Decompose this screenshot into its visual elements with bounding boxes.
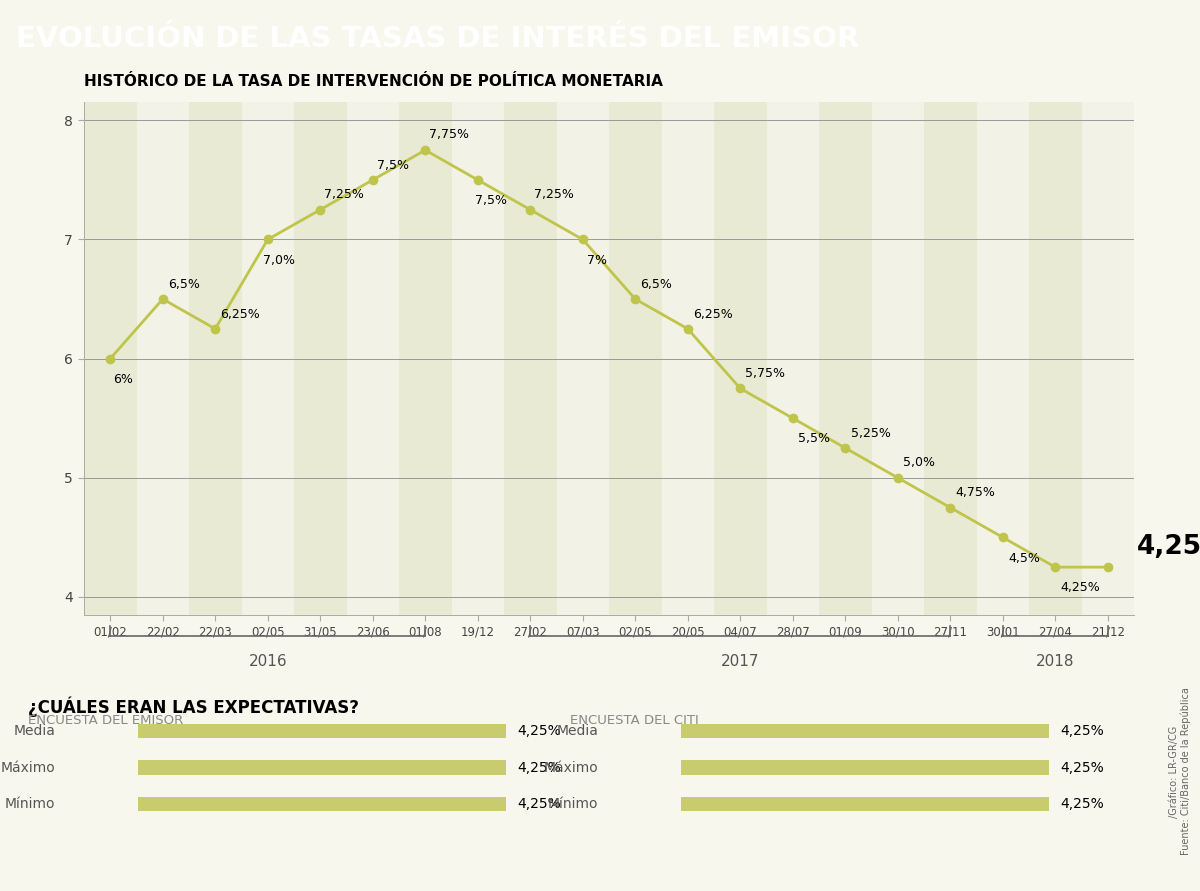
Text: 2018: 2018	[1036, 654, 1074, 669]
Text: 4,5%: 4,5%	[1008, 552, 1040, 565]
Bar	[1030, 102, 1081, 615]
Text: HISTÓRICO DE LA TASA DE INTERVENCIÓN DE POLÍTICA MONETARIA: HISTÓRICO DE LA TASA DE INTERVENCIÓN DE …	[84, 74, 662, 89]
Text: 5,5%: 5,5%	[798, 432, 830, 446]
Bar	[661, 102, 714, 615]
Bar	[451, 102, 504, 615]
Bar	[680, 760, 1049, 775]
Text: 5,75%: 5,75%	[745, 367, 786, 380]
Bar	[347, 102, 398, 615]
Text: ENCUESTA DEL CITI: ENCUESTA DEL CITI	[570, 714, 700, 726]
Bar	[871, 102, 924, 615]
Bar	[714, 102, 767, 615]
Text: 2017: 2017	[721, 654, 760, 669]
Bar	[610, 102, 661, 615]
Text: Mínimo: Mínimo	[5, 797, 55, 811]
Bar	[767, 102, 818, 615]
Text: ¿CUÁLES ERAN LAS EXPECTATIVAS?: ¿CUÁLES ERAN LAS EXPECTATIVAS?	[28, 696, 359, 716]
Text: 4,25%: 4,25%	[1061, 582, 1100, 594]
Bar	[557, 102, 610, 615]
Bar	[138, 724, 506, 739]
Text: Media: Media	[556, 724, 598, 739]
Text: Máximo: Máximo	[544, 761, 598, 774]
Text: Máximo: Máximo	[0, 761, 55, 774]
Text: 6,5%: 6,5%	[641, 278, 672, 290]
Text: 7,5%: 7,5%	[475, 194, 508, 208]
Bar	[84, 102, 137, 615]
Bar	[294, 102, 347, 615]
Text: 7,75%: 7,75%	[430, 127, 469, 141]
Text: /Gráfico: LR-GR/CG
Fuente: Citi/Banco de la República: /Gráfico: LR-GR/CG Fuente: Citi/Banco de…	[1169, 688, 1190, 855]
Text: 4,25%: 4,25%	[1060, 724, 1104, 739]
Bar	[137, 102, 190, 615]
Text: 4,25%: 4,25%	[517, 797, 560, 811]
Bar	[680, 724, 1049, 739]
Text: 7%: 7%	[587, 254, 607, 266]
Text: 5,0%: 5,0%	[904, 456, 935, 470]
Text: 6,25%: 6,25%	[694, 307, 733, 321]
Text: 7,5%: 7,5%	[377, 159, 409, 172]
Text: 7,25%: 7,25%	[324, 188, 365, 201]
Text: 7,0%: 7,0%	[263, 254, 294, 266]
Bar	[924, 102, 977, 615]
Text: 6%: 6%	[113, 373, 133, 386]
Text: 6,25%: 6,25%	[221, 307, 260, 321]
Bar	[138, 760, 506, 775]
Text: ENCUESTA DEL EMISOR: ENCUESTA DEL EMISOR	[28, 714, 182, 726]
Bar	[504, 102, 557, 615]
Text: EVOLUCIÓN DE LAS TASAS DE INTERÉS DEL EMISOR: EVOLUCIÓN DE LAS TASAS DE INTERÉS DEL EM…	[16, 26, 859, 53]
Text: 7,25%: 7,25%	[534, 188, 575, 201]
Bar	[680, 797, 1049, 811]
Text: 4,25%: 4,25%	[1060, 797, 1104, 811]
Text: 5,25%: 5,25%	[851, 427, 890, 439]
Bar	[190, 102, 241, 615]
Text: Media: Media	[13, 724, 55, 739]
Bar	[138, 797, 506, 811]
Text: 4,25%: 4,25%	[517, 724, 560, 739]
Text: Mínimo: Mínimo	[547, 797, 598, 811]
Text: 4,25%: 4,25%	[1060, 761, 1104, 774]
Text: 4,25%: 4,25%	[517, 761, 560, 774]
Bar	[398, 102, 451, 615]
Text: 6,5%: 6,5%	[168, 278, 200, 290]
Bar	[1081, 102, 1134, 615]
Text: 2016: 2016	[248, 654, 287, 669]
Bar	[818, 102, 871, 615]
Text: 4,75%: 4,75%	[955, 486, 995, 499]
Bar	[977, 102, 1030, 615]
Text: 4,25%: 4,25%	[1136, 534, 1200, 560]
Bar	[241, 102, 294, 615]
